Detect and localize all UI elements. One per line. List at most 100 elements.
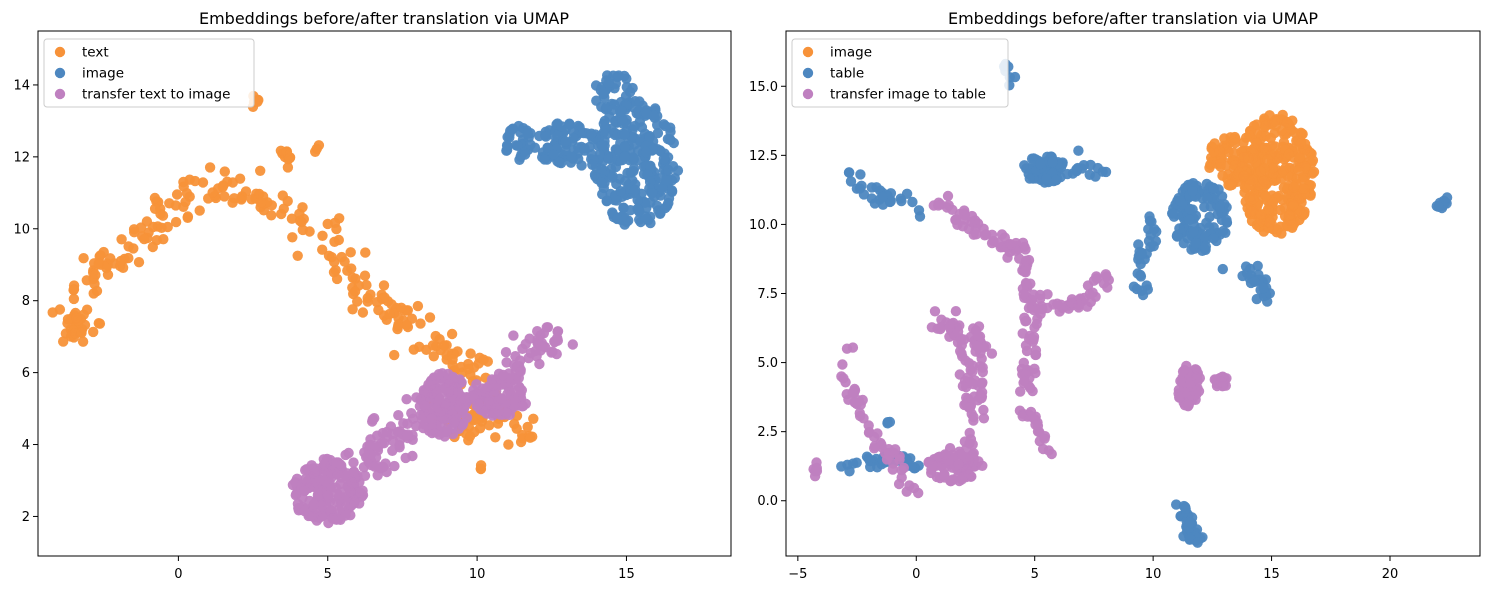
left-point-s0-c0-245 [412,300,424,312]
right-point-s0-c0-269 [1260,191,1271,202]
left-point-s0-c0-39 [528,413,539,424]
left-point-s0-c0-226 [217,181,228,193]
left-y-tick-label-5: 12 [13,150,30,165]
right-point-s2-c0-105 [992,237,1004,248]
right-plot-title: Embeddings before/after translation via … [948,9,1318,28]
left-y-tick-label-0: 2 [22,510,30,525]
right-point-s2-c2-75 [959,436,971,447]
right-point-s1-c2-24 [866,193,877,204]
right-point-s0-c0-301 [1255,166,1266,177]
right-point-s0-c1-58 [1229,137,1241,149]
right-point-s2-c2-76 [959,375,971,387]
left-point-s0-c3-5 [252,96,263,108]
left-point-s1-c2-29 [522,128,533,139]
left-point-s0-c0-52 [389,349,400,361]
right-point-s2-c2-34 [936,314,947,325]
left-point-s2-c1-133 [435,406,446,417]
right-point-s1-c0-67 [1035,158,1046,170]
left-point-s0-c0-173 [396,302,407,313]
right-point-s1-c4-107 [1218,225,1229,237]
left-point-s2-c3-24 [348,467,360,478]
right-point-s2-c3-19 [969,375,981,386]
right-point-s1-c9-37 [844,466,855,477]
right-x-tick-label-4: 15 [1263,567,1280,582]
right-point-s1-c4-113 [1221,214,1232,226]
left-point-s1-c3-39 [598,87,609,99]
right-point-s1-c2-28 [855,169,866,180]
left-point-s0-c2-9 [275,145,287,156]
right-point-s2-c3-13 [986,348,998,359]
right-point-s2-c0-99 [1030,345,1042,356]
left-point-s0-c0-170 [359,270,371,281]
right-point-s0-c1-23 [1238,152,1250,163]
left-point-s2-c4-33 [520,338,531,350]
left-point-s0-c0-154 [393,319,404,330]
left-point-s1-c0-258 [619,151,630,162]
right-point-s1-c4-75 [1188,226,1199,237]
left-point-s0-c0-3 [522,421,533,433]
left-point-s2-c3-55 [371,460,383,471]
left-point-s0-c0-123 [54,304,66,315]
left-point-s1-c0-253 [641,146,652,158]
right-point-s1-c4-128 [1187,186,1198,197]
left-point-s0-c1-14 [58,336,69,347]
right-point-s0-c1-52 [1226,179,1237,190]
right-plot: Embeddings before/after translation via … [749,9,1481,582]
left-x-tick-label-3: 15 [618,567,635,582]
left-plot-title: Embeddings before/after translation via … [199,9,569,28]
right-point-s1-c2-8 [901,188,913,199]
left-point-s1-c3-23 [591,95,602,106]
left-point-s2-c4-46 [547,346,558,357]
right-point-s2-c1-39 [1026,295,1038,306]
left-y-tick-label-1: 4 [22,438,30,453]
right-point-s2-c5-42 [850,397,862,408]
right-point-s2-c5-44 [884,450,895,461]
left-point-s0-c0-221 [330,265,341,276]
left-point-s2-c1-149 [440,383,452,395]
right-point-s1-c5-23 [1149,224,1160,235]
right-point-s2-c2-39 [964,427,975,439]
left-y-tick-label-2: 6 [22,366,30,381]
left-points [47,70,684,529]
left-point-s2-c4-40 [541,322,552,333]
right-point-s2-c0-60 [1018,357,1029,368]
left-point-s0-c0-124 [116,234,127,245]
right-point-s2-c5-41 [858,413,869,424]
left-point-s0-c0-244 [105,253,116,264]
right-point-s0-c0-296 [1289,127,1300,138]
right-point-s2-c1-32 [1035,308,1046,320]
left-point-s0-c1-15 [62,314,74,325]
right-point-s2-c2-14 [929,306,941,317]
right-point-s1-c4-106 [1201,217,1212,228]
left-point-s2-c3-31 [336,460,347,471]
right-legend: image table transfer image to table [791,38,1009,108]
right-point-s2-c4-68 [961,464,972,475]
right-point-s1-c4-129 [1167,208,1178,219]
right-point-s1-c4-116 [1200,241,1212,252]
right-plot-area [786,31,1480,556]
right-point-s1-c4-122 [1208,183,1219,194]
left-point-s2-c4-31 [532,334,543,345]
right-point-s0-c1-48 [1219,133,1230,144]
right-point-s2-c4-50 [953,459,965,470]
right-point-s0-c0-303 [1281,117,1293,128]
left-point-s0-c0-127 [465,348,476,359]
right-point-s0-c0-289 [1258,175,1270,187]
right-point-s2-c0-103 [1020,255,1032,266]
left-point-s1-c0-202 [625,167,636,178]
left-point-s1-c1-73 [597,140,608,151]
left-point-s2-c4-20 [500,347,512,358]
right-point-s2-c5-47 [894,454,905,465]
right-point-s2-c8-43 [1185,377,1197,388]
right-point-s1-c4-104 [1212,209,1223,220]
left-point-s0-c0-83 [415,318,426,329]
left-point-s1-c0-232 [652,127,664,139]
left-point-s1-c0-222 [632,194,643,206]
left-point-s0-c4-2 [311,143,322,154]
right-point-s2-c0-104 [972,218,984,229]
right-point-s0-c0-306 [1299,161,1311,172]
left-point-s0-c0-22 [219,166,230,177]
right-point-s0-c1-11 [1238,137,1249,148]
right-point-s0-c0-275 [1251,119,1262,130]
right-point-s2-c5-38 [898,462,909,474]
